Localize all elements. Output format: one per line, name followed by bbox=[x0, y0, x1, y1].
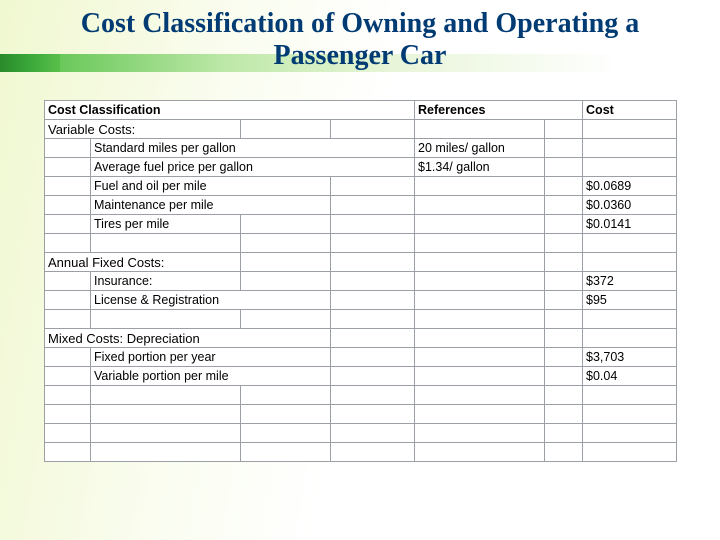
ref-fuel-price: $1.34/ gallon bbox=[415, 158, 545, 177]
title-line-2: Passenger Car bbox=[274, 40, 447, 71]
item-maintenance: Maintenance per mile bbox=[91, 196, 331, 215]
section-variable: Variable Costs: bbox=[45, 120, 241, 139]
table-row bbox=[45, 386, 677, 405]
item-fuel-oil: Fuel and oil per mile bbox=[91, 177, 331, 196]
table-row: Fuel and oil per mile $0.0689 bbox=[45, 177, 677, 196]
header-references: References bbox=[415, 101, 583, 120]
item-insurance: Insurance: bbox=[91, 272, 241, 291]
table-row bbox=[45, 424, 677, 443]
item-tires: Tires per mile bbox=[91, 215, 241, 234]
table-row: Variable Costs: bbox=[45, 120, 677, 139]
table-row bbox=[45, 234, 677, 253]
table-row bbox=[45, 443, 677, 462]
section-fixed: Annual Fixed Costs: bbox=[45, 253, 241, 272]
table-row: Annual Fixed Costs: bbox=[45, 253, 677, 272]
item-license: License & Registration bbox=[91, 291, 331, 310]
slide-title: Cost Classification of Owning and Operat… bbox=[0, 8, 720, 72]
item-fuel-price: Average fuel price per gallon bbox=[91, 158, 415, 177]
section-mixed: Mixed Costs: Depreciation bbox=[45, 329, 331, 348]
cost-tires: $0.0141 bbox=[583, 215, 677, 234]
item-variable-portion: Variable portion per mile bbox=[91, 367, 331, 386]
table-row: Variable portion per mile $0.04 bbox=[45, 367, 677, 386]
header-cost-classification: Cost Classification bbox=[45, 101, 415, 120]
table-row: License & Registration $95 bbox=[45, 291, 677, 310]
cost-table-container: Cost Classification References Cost Vari… bbox=[44, 100, 676, 462]
item-mpg: Standard miles per gallon bbox=[91, 139, 415, 158]
table-row: Mixed Costs: Depreciation bbox=[45, 329, 677, 348]
cost-table: Cost Classification References Cost Vari… bbox=[44, 100, 677, 462]
table-row: Average fuel price per gallon $1.34/ gal… bbox=[45, 158, 677, 177]
table-row: Tires per mile $0.0141 bbox=[45, 215, 677, 234]
cost-variable-portion: $0.04 bbox=[583, 367, 677, 386]
table-row bbox=[45, 405, 677, 424]
item-fixed-portion: Fixed portion per year bbox=[91, 348, 331, 367]
ref-mpg: 20 miles/ gallon bbox=[415, 139, 545, 158]
table-row: Maintenance per mile $0.0360 bbox=[45, 196, 677, 215]
table-row: Insurance: $372 bbox=[45, 272, 677, 291]
cost-maintenance: $0.0360 bbox=[583, 196, 677, 215]
table-row: Fixed portion per year $3,703 bbox=[45, 348, 677, 367]
cost-insurance: $372 bbox=[583, 272, 677, 291]
cost-fuel-oil: $0.0689 bbox=[583, 177, 677, 196]
title-line-1: Cost Classification of Owning and Operat… bbox=[81, 8, 640, 39]
table-row bbox=[45, 310, 677, 329]
table-header-row: Cost Classification References Cost bbox=[45, 101, 677, 120]
cost-fixed-portion: $3,703 bbox=[583, 348, 677, 367]
cost-license: $95 bbox=[583, 291, 677, 310]
header-cost: Cost bbox=[583, 101, 677, 120]
table-row: Standard miles per gallon 20 miles/ gall… bbox=[45, 139, 677, 158]
